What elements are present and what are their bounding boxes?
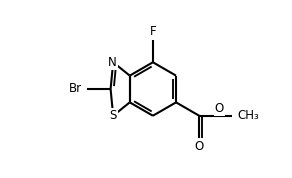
- Text: O: O: [215, 102, 224, 115]
- Text: N: N: [108, 56, 117, 69]
- Text: Br: Br: [69, 82, 82, 96]
- Text: CH₃: CH₃: [237, 109, 259, 122]
- Text: O: O: [194, 140, 204, 153]
- Text: S: S: [110, 109, 117, 122]
- Text: F: F: [150, 25, 156, 38]
